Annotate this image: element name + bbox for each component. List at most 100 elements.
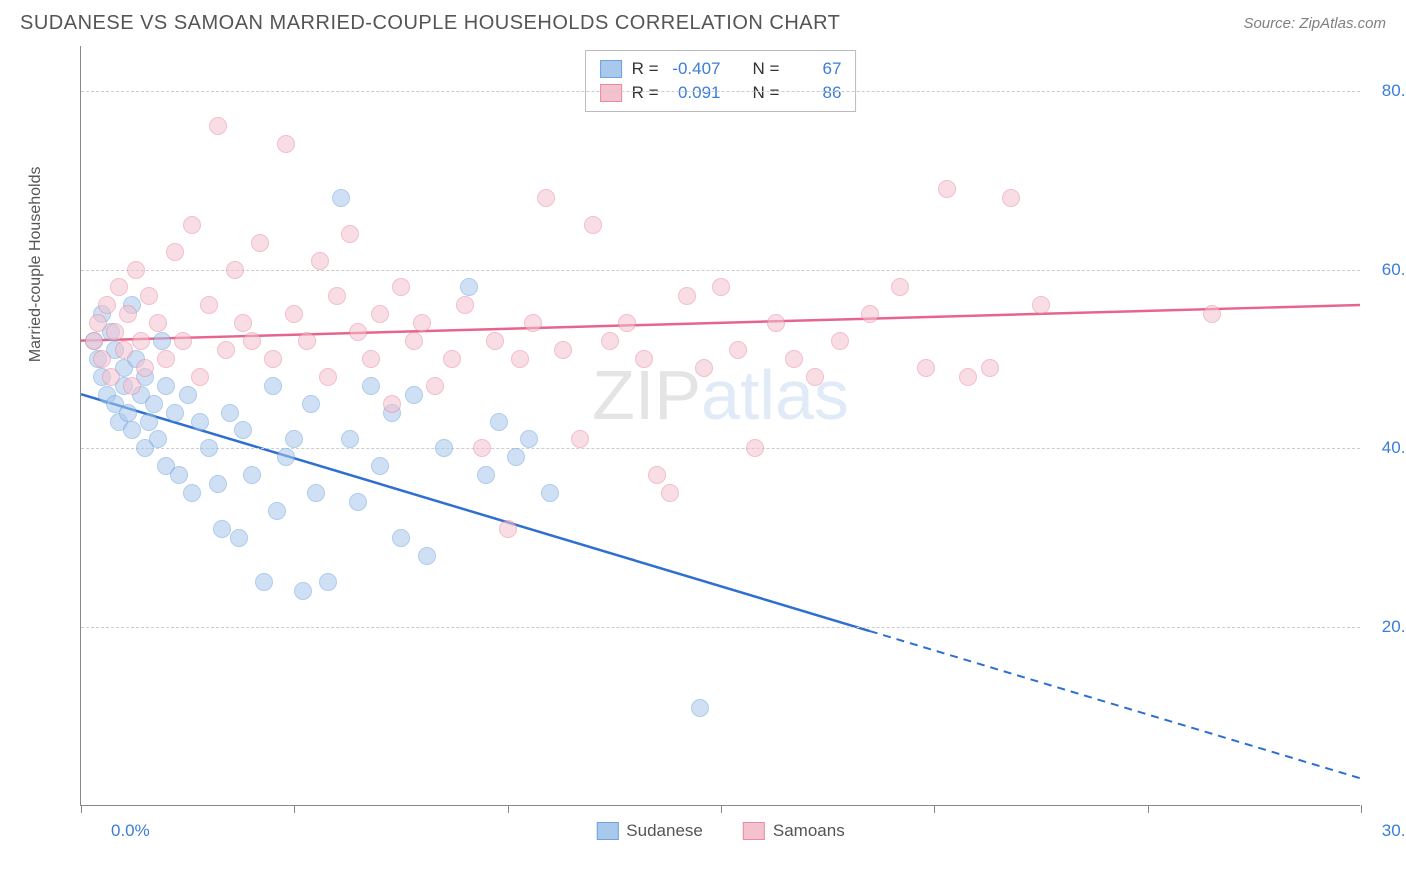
grid-line: [81, 91, 1360, 92]
r-label: R =: [632, 59, 659, 79]
scatter-point: [191, 368, 209, 386]
scatter-point: [383, 395, 401, 413]
n-value: 67: [789, 59, 841, 79]
scatter-point: [102, 368, 120, 386]
scatter-point: [277, 135, 295, 153]
scatter-point: [1032, 296, 1050, 314]
scatter-point: [136, 359, 154, 377]
scatter-point: [456, 296, 474, 314]
scatter-point: [473, 439, 491, 457]
scatter-point: [319, 573, 337, 591]
scatter-point: [695, 359, 713, 377]
scatter-point: [93, 350, 111, 368]
scatter-point: [413, 314, 431, 332]
scatter-point: [251, 234, 269, 252]
grid-line: [81, 627, 1360, 628]
scatter-point: [507, 448, 525, 466]
scatter-point: [191, 413, 209, 431]
legend-label: Sudanese: [626, 821, 703, 841]
x-tick: [721, 805, 722, 813]
scatter-point: [157, 350, 175, 368]
scatter-point: [311, 252, 329, 270]
scatter-point: [294, 582, 312, 600]
scatter-point: [392, 278, 410, 296]
scatter-point: [981, 359, 999, 377]
scatter-point: [149, 430, 167, 448]
scatter-point: [285, 430, 303, 448]
scatter-point: [785, 350, 803, 368]
scatter-point: [221, 404, 239, 422]
scatter-point: [349, 323, 367, 341]
scatter-point: [140, 287, 158, 305]
y-tick-label: 60.0%: [1370, 260, 1406, 280]
scatter-point: [264, 350, 282, 368]
scatter-point: [123, 421, 141, 439]
scatter-point: [405, 386, 423, 404]
scatter-point: [767, 314, 785, 332]
scatter-point: [691, 699, 709, 717]
scatter-point: [341, 225, 359, 243]
scatter-point: [243, 466, 261, 484]
scatter-point: [537, 189, 555, 207]
y-tick-label: 40.0%: [1370, 438, 1406, 458]
scatter-point: [618, 314, 636, 332]
scatter-point: [298, 332, 316, 350]
scatter-point: [302, 395, 320, 413]
scatter-point: [179, 386, 197, 404]
scatter-point: [938, 180, 956, 198]
legend-label: Samoans: [773, 821, 845, 841]
scatter-point: [1203, 305, 1221, 323]
scatter-point: [511, 350, 529, 368]
scatter-point: [209, 117, 227, 135]
scatter-point: [460, 278, 478, 296]
scatter-point: [132, 332, 150, 350]
scatter-point: [661, 484, 679, 502]
scatter-point: [541, 484, 559, 502]
scatter-point: [157, 377, 175, 395]
scatter-point: [243, 332, 261, 350]
x-tick: [934, 805, 935, 813]
scatter-point: [571, 430, 589, 448]
legend-item: Samoans: [743, 821, 845, 841]
scatter-point: [524, 314, 542, 332]
scatter-point: [328, 287, 346, 305]
scatter-point: [362, 350, 380, 368]
scatter-point: [648, 466, 666, 484]
scatter-point: [959, 368, 977, 386]
scatter-point: [362, 377, 380, 395]
scatter-point: [119, 404, 137, 422]
scatter-point: [110, 278, 128, 296]
r-value: -0.407: [669, 59, 721, 79]
scatter-point: [392, 529, 410, 547]
scatter-point: [371, 457, 389, 475]
scatter-point: [319, 368, 337, 386]
scatter-point: [443, 350, 461, 368]
scatter-point: [371, 305, 389, 323]
legend-swatch: [600, 84, 622, 102]
n-value: 86: [789, 83, 841, 103]
x-tick: [508, 805, 509, 813]
scatter-point: [85, 332, 103, 350]
scatter-point: [285, 305, 303, 323]
scatter-point: [213, 520, 231, 538]
scatter-point: [149, 314, 167, 332]
scatter-point: [426, 377, 444, 395]
scatter-point: [486, 332, 504, 350]
n-label: N =: [753, 59, 780, 79]
scatter-point: [234, 421, 252, 439]
watermark: ZIPatlas: [592, 355, 849, 435]
legend-item: Sudanese: [596, 821, 703, 841]
plot-area: ZIPatlas R =-0.407N =67R =0.091N =86 0.0…: [80, 46, 1360, 806]
scatter-point: [119, 305, 137, 323]
scatter-point: [115, 341, 133, 359]
scatter-point: [183, 216, 201, 234]
stats-legend: R =-0.407N =67R =0.091N =86: [585, 50, 857, 112]
scatter-point: [166, 243, 184, 261]
scatter-point: [435, 439, 453, 457]
scatter-point: [89, 314, 107, 332]
scatter-point: [209, 475, 227, 493]
scatter-point: [831, 332, 849, 350]
y-tick-label: 80.0%: [1370, 81, 1406, 101]
scatter-point: [341, 430, 359, 448]
n-label: N =: [753, 83, 780, 103]
